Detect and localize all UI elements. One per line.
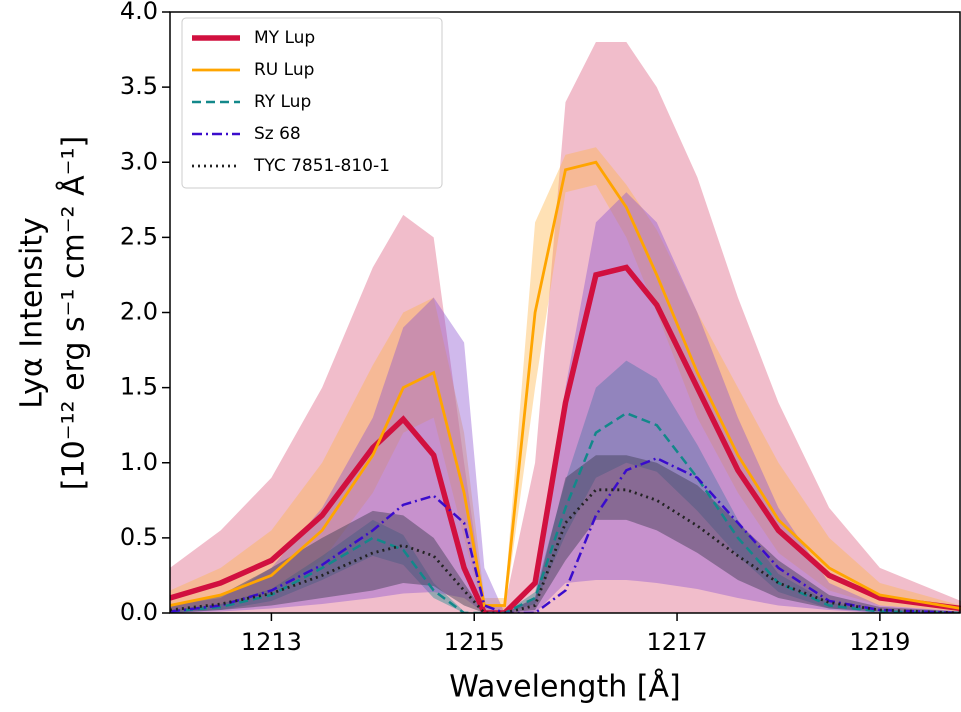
y-tick-label: 0.5 — [120, 523, 158, 551]
error-band — [170, 42, 961, 613]
y-tick-label: 1.0 — [120, 448, 158, 476]
y-tick-label: 3.0 — [120, 147, 158, 175]
x-tick-label: 1213 — [241, 628, 302, 656]
y-axis-label: Lyα Intensity — [15, 217, 50, 409]
legend-label: RY Lup — [254, 92, 311, 112]
error-band — [170, 455, 961, 613]
y-tick-label: 1.5 — [120, 373, 158, 401]
y-axis-label: [10⁻¹² erg s⁻¹ cm⁻² Å⁻¹] — [56, 136, 92, 490]
line — [170, 456, 961, 613]
legend-label: Sz 68 — [254, 124, 301, 144]
line — [170, 488, 961, 613]
y-tick-label: 4.0 — [120, 0, 158, 25]
y-tick-label: 0.0 — [120, 598, 158, 626]
error-band — [170, 360, 961, 613]
x-tick-label: 1217 — [647, 628, 708, 656]
lines — [170, 160, 961, 613]
legend: MY Lup RU Lup RY Lup Sz 68 TYC 7851-810-1 — [181, 17, 443, 189]
axes: 0.0 0.5 1.0 1.5 2.0 2.5 3.0 3.5 4.0 1213 1215 1217 1… — [120, 0, 961, 656]
x-axis-label: Wavelength [Å] — [449, 669, 680, 705]
legend-label: MY Lup — [254, 28, 315, 48]
legend-label: TYC 7851-810-1 — [253, 156, 390, 176]
x-tick-label: 1215 — [444, 628, 505, 656]
y-tick-label: 2.0 — [120, 298, 158, 326]
legend-box — [181, 17, 443, 189]
y-tick-label: 3.5 — [120, 72, 158, 100]
y-tick-label: 2.5 — [120, 222, 158, 250]
x-tick-label: 1219 — [849, 628, 910, 656]
line — [170, 264, 961, 613]
line — [170, 160, 961, 610]
legend-label: RU Lup — [254, 60, 314, 80]
